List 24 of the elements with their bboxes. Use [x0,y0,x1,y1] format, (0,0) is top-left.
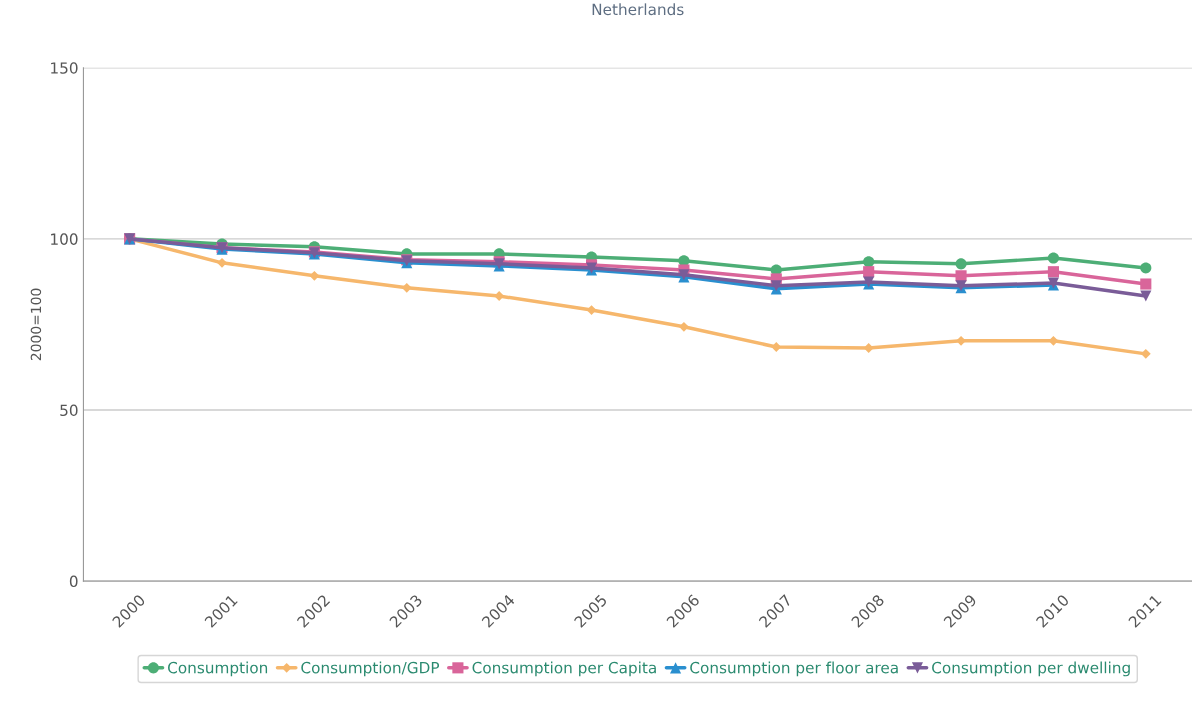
point [1140,290,1152,302]
legend-label: Consumption/GDP [301,661,440,677]
point [217,257,227,268]
point [955,270,967,282]
point [1140,262,1152,274]
point [586,305,597,315]
chart-title: Netherlands [592,3,684,16]
legend-label: Consumption per dwelling [932,661,1130,677]
y-tick-label: 100 [51,233,78,245]
point [955,258,967,270]
y-tick-label: 150 [51,62,78,74]
point [679,321,689,332]
legend-label: Consumption per floor area [690,661,898,677]
y-tick-label: 50 [60,404,78,416]
y-axis-title: 2000=100 [30,288,42,361]
legend-label: Consumption [168,661,268,677]
y-tick-label: 0 [69,575,78,588]
point [1140,278,1152,290]
point [956,335,966,346]
point [863,256,875,268]
point [1047,252,1059,264]
point [309,270,320,281]
point [1047,266,1059,278]
legend-label: Consumption per Capita [472,661,656,677]
